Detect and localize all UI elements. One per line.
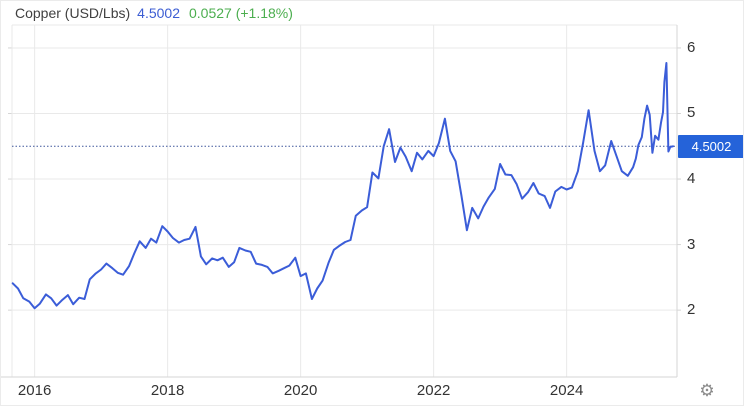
instrument-title: Copper (USD/Lbs) (15, 5, 131, 21)
x-axis-label: 2024 (549, 382, 584, 399)
current-price-badge-label: 4.5002 (691, 138, 732, 154)
y-axis-label: 4 (687, 170, 696, 188)
last-price-value: 4.5002 (137, 5, 180, 21)
price-change-value: 0.0527 (+1.18%) (188, 5, 293, 21)
gear-icon[interactable]: ⚙ (699, 381, 715, 400)
x-axis-label: 2020 (283, 382, 318, 399)
y-axis-label: 3 (687, 235, 696, 253)
x-axis-label: 2018 (150, 382, 185, 399)
y-axis-label: 6 (687, 38, 696, 56)
x-axis-label: 2022 (416, 382, 451, 399)
current-price-badge: 4.5002 (678, 134, 743, 158)
chart-header: Copper (USD/Lbs) 4.5002 0.0527 (+1.18%) (15, 5, 293, 21)
y-axis-label: 5 (687, 104, 696, 122)
price-series-line[interactable] (11, 62, 674, 310)
y-axis-label: 2 (687, 301, 696, 319)
x-axis-label: 2016 (17, 382, 52, 399)
